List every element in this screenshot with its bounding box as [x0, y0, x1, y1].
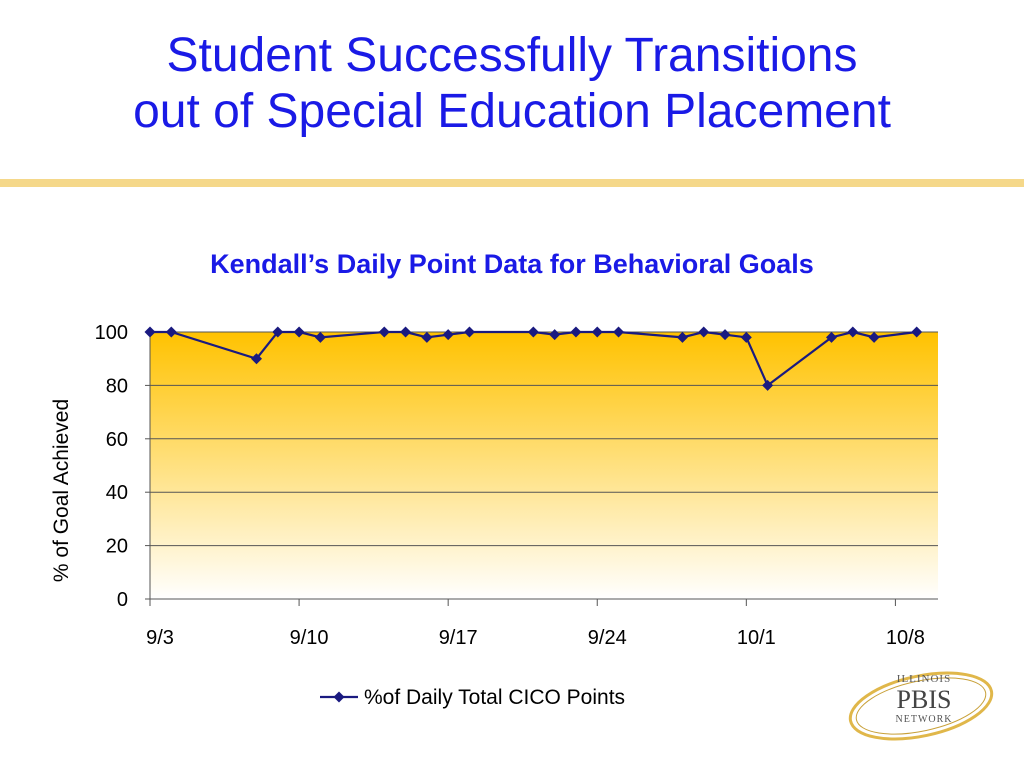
svg-text:NETWORK: NETWORK: [896, 714, 953, 725]
legend-series-label: %of Daily Total CICO Points: [364, 686, 625, 709]
data-point-marker: [527, 326, 539, 338]
data-point-marker: [719, 329, 731, 341]
x-tick-label: 9/10: [290, 627, 329, 649]
svg-text:PBIS: PBIS: [897, 685, 952, 714]
data-point-marker: [144, 326, 156, 338]
x-tick-label: 10/8: [886, 627, 925, 649]
data-point-marker: [698, 326, 710, 338]
plot-area: [150, 332, 938, 599]
slide-title-line-1: Student Successfully Transitions: [166, 29, 858, 82]
y-tick-label: 60: [106, 429, 128, 451]
y-tick-label: 100: [95, 322, 128, 344]
data-point-marker: [762, 379, 774, 391]
x-tick-label: 9/3: [146, 627, 174, 649]
y-tick-label: 40: [106, 482, 128, 504]
y-axis-label: % of Goal Achieved: [50, 399, 73, 582]
data-point-marker: [591, 326, 603, 338]
y-tick-label: 80: [106, 375, 128, 397]
data-point-marker: [421, 331, 433, 343]
y-tick-label: 0: [117, 589, 128, 611]
data-point-marker: [676, 331, 688, 343]
data-point-marker: [613, 326, 625, 338]
y-tick-labels: 0 20 40 60 80 100: [95, 322, 128, 611]
series-group: [144, 326, 923, 391]
data-point-marker: [847, 326, 859, 338]
data-point-marker: [826, 331, 838, 343]
x-tick-label: 9/17: [439, 627, 478, 649]
data-point-marker: [272, 326, 284, 338]
data-point-marker: [740, 331, 752, 343]
illinois-pbis-network-logo: ILLINOIS PBIS NETWORK: [848, 671, 994, 741]
x-tick-label: 9/24: [588, 627, 627, 649]
svg-text:ILLINOIS: ILLINOIS: [897, 673, 951, 685]
data-point-marker: [463, 326, 475, 338]
data-point-marker: [911, 326, 923, 338]
slide-title: Student Successfully Transitions out of …: [0, 28, 1024, 140]
data-point-marker: [165, 326, 177, 338]
data-point-marker: [314, 331, 326, 343]
data-point-marker: [293, 326, 305, 338]
x-tick-label: 10/1: [737, 627, 776, 649]
y-tick-label: 20: [106, 536, 128, 558]
chart-title: Kendall’s Daily Point Data for Behaviora…: [210, 249, 814, 279]
data-point-marker: [250, 353, 262, 365]
data-point-marker: [549, 329, 561, 341]
data-point-marker: [400, 326, 412, 338]
axes: [149, 332, 938, 606]
data-point-marker: [378, 326, 390, 338]
legend-series-marker: [333, 691, 345, 703]
data-point-marker: [570, 326, 582, 338]
data-point-marker: [868, 331, 880, 343]
data-point-marker: [442, 329, 454, 341]
title-divider: [0, 179, 1024, 187]
gridlines: [145, 331, 938, 600]
slide-title-line-2: out of Special Education Placement: [133, 85, 891, 138]
x-tick-labels: 9/3 9/10 9/17 9/24 10/1 10/8: [146, 627, 925, 649]
legend: %of Daily Total CICO Points: [320, 686, 625, 709]
